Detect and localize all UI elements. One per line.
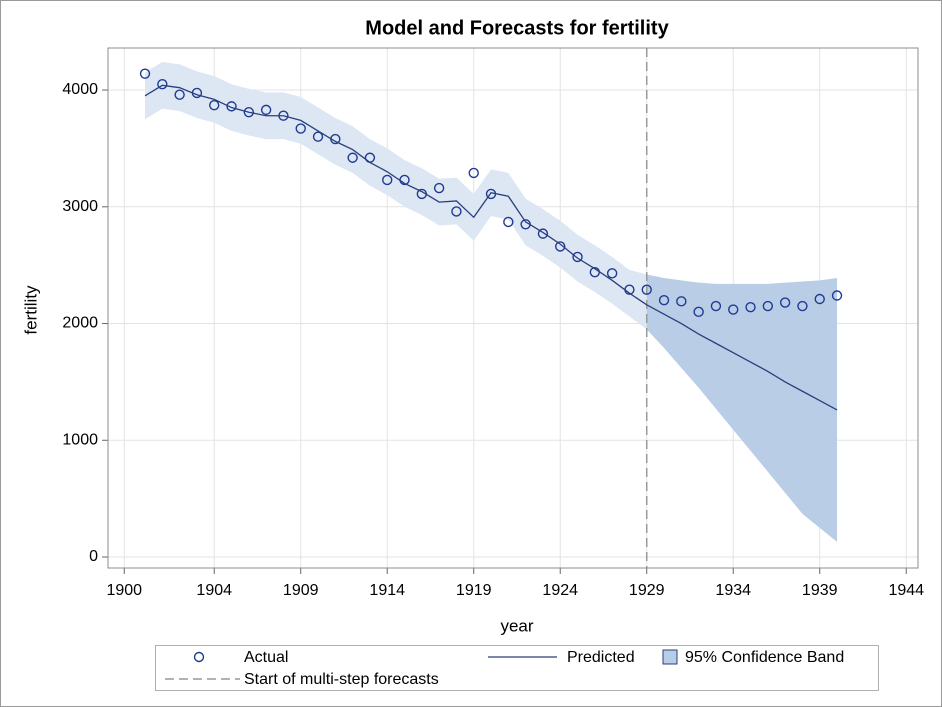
y-tick-label: 1000 [62,431,98,448]
actual-point [814,293,825,305]
actual-point [606,268,618,279]
actual-point [312,131,324,142]
actual-point [762,300,774,312]
y-axis-label: fertility [21,285,40,335]
actual-point [779,297,791,308]
x-tick-label: 1929 [629,582,665,599]
legend-box [155,645,879,691]
actual-point [676,296,687,307]
x-tick-label: 1909 [283,582,319,599]
actual-point [641,284,652,295]
actual-point [728,304,739,315]
y-tick-label: 3000 [62,198,98,215]
legend-label: Start of multi-step forecasts [244,671,439,688]
actual-point [433,182,445,194]
actual-point [226,101,237,112]
actual-point [139,68,151,79]
x-tick-label: 1924 [542,582,578,599]
x-axis-label: year [500,616,533,635]
actual-point [209,100,220,111]
y-tick-label: 4000 [62,81,98,98]
legend-label: Actual [244,649,288,666]
actual-point [503,216,514,228]
actual-point [710,300,722,312]
actual-point [537,228,549,239]
x-tick-label: 1914 [369,582,405,599]
x-tick-label: 1919 [456,582,492,599]
predicted-line [144,84,838,411]
legend-swatch [662,649,678,665]
actual-point [555,241,566,252]
actual-point [243,107,255,118]
x-tick-label: 1934 [715,582,751,599]
actual-point [658,294,670,306]
actual-point [797,300,808,312]
actual-point [347,152,358,163]
chart-title: Model and Forecasts for fertility [365,17,669,39]
y-tick-label: 2000 [62,315,98,332]
actual-point [693,306,704,318]
actual-point [295,123,306,134]
actual-point [831,290,843,301]
actual-point [157,78,168,90]
x-tick-label: 1900 [106,582,142,599]
actual-point [382,174,393,186]
confidence-band [145,62,647,330]
x-tick-label: 1944 [888,582,924,599]
x-tick-label: 1904 [196,582,232,599]
actual-point [260,104,272,116]
actual-point [468,167,479,179]
legend-label: Predicted [567,649,635,666]
actual-point [572,251,583,263]
x-tick-label: 1939 [802,582,838,599]
actual-point [451,206,462,217]
forecast-confidence-band [646,274,838,542]
actual-point [174,89,185,100]
legend-marker [193,651,205,663]
y-tick-label: 0 [89,548,98,565]
plot-frame [107,47,919,569]
legend-label: 95% Confidence Band [685,649,844,666]
actual-point [745,301,756,313]
